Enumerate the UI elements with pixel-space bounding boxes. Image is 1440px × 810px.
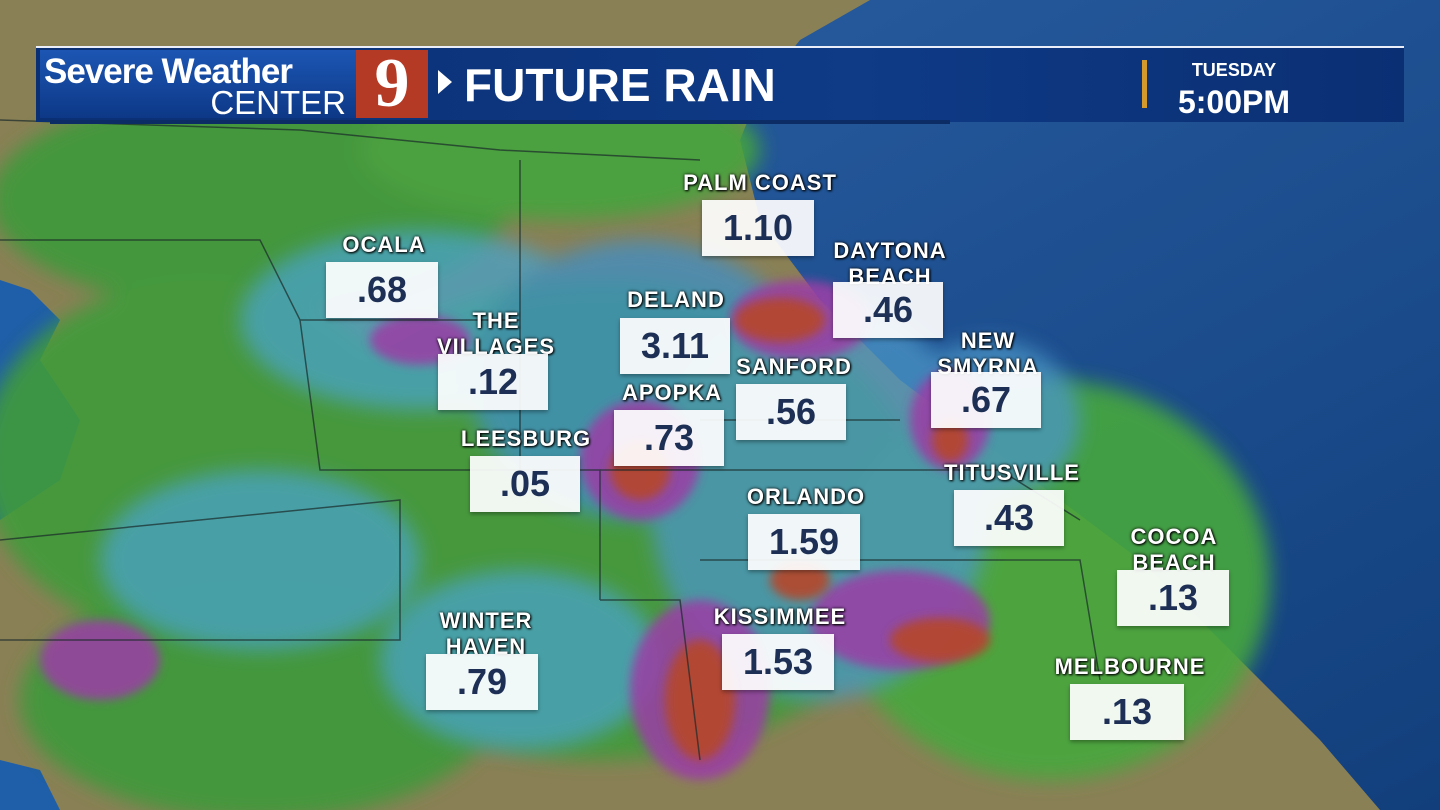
rain-total-leesburg: .05 [470, 456, 580, 512]
accent-bar [1142, 60, 1147, 108]
city-label-sanford: SANFORD [736, 354, 852, 379]
rain-total-sanford: .56 [736, 384, 846, 440]
rain-total-the-villages: .12 [438, 354, 548, 410]
city-label-deland: DELAND [627, 287, 725, 312]
city-label-apopka: APOPKA [621, 380, 723, 405]
rain-total-ocala: .68 [326, 262, 438, 318]
rain-total-apopka: .73 [614, 410, 724, 466]
rain-total-winter-haven: .79 [426, 654, 538, 710]
city-label-winter-haven: WINTER HAVEN [439, 608, 533, 659]
city-label-palm-coast: PALM COAST [683, 170, 837, 195]
city-label-melbourne: MELBOURNE [1054, 654, 1206, 679]
brand-line2: CENTER [210, 84, 346, 121]
city-label-orlando: ORLANDO [746, 484, 866, 509]
header-underline [50, 120, 950, 124]
city-label-titusville: TITUSVILLE [944, 460, 1080, 485]
channel-9-logo: 9 [356, 49, 428, 119]
rain-total-new-smyrna: .67 [931, 372, 1041, 428]
brand-block: Severe Weather CENTER [40, 50, 356, 121]
city-label-leesburg: LEESBURG [460, 426, 592, 451]
city-label-kissimmee: KISSIMMEE [713, 604, 847, 629]
rain-total-cocoa-beach: .13 [1117, 570, 1229, 626]
city-label-cocoa-beach: COCOA BEACH [1130, 524, 1218, 575]
brand-line1: Severe Weather [44, 52, 293, 91]
rain-total-melbourne: .13 [1070, 684, 1184, 740]
play-arrow-icon [438, 70, 452, 94]
gulf-water-south [0, 760, 60, 810]
forecast-day: TUESDAY [1191, 60, 1277, 80]
rain-total-deland: 3.11 [620, 318, 730, 374]
city-label-the-villages: THE VILLAGES [436, 308, 555, 359]
city-label-daytona-beach: DAYTONA BEACH [833, 238, 947, 289]
rain-total-orlando: 1.59 [748, 514, 860, 570]
rain-total-daytona-beach: .46 [833, 282, 943, 338]
forecast-time: 5:00PM [1177, 84, 1291, 120]
header-banner: Severe Weather CENTER 9 FUTURE RAIN TUES… [36, 46, 1404, 122]
rain-total-palm-coast: 1.10 [702, 200, 814, 256]
city-label-ocala: OCALA [342, 232, 426, 257]
rain-total-titusville: .43 [954, 490, 1064, 546]
rain-total-kissimmee: 1.53 [722, 634, 834, 690]
page-title: FUTURE RAIN [464, 59, 776, 111]
